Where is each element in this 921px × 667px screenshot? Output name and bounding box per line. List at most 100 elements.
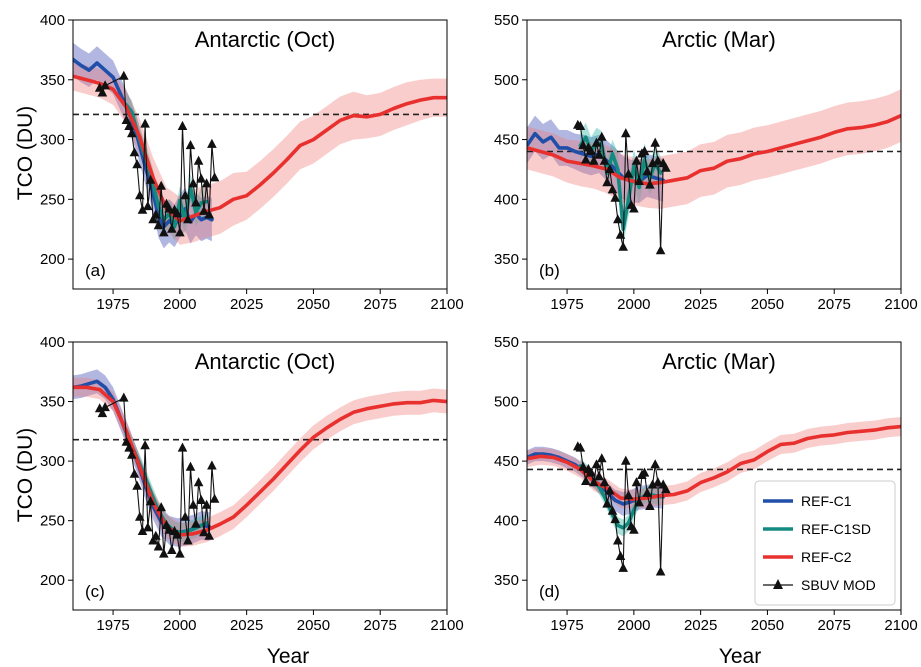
data-point-sbuv-mod bbox=[581, 475, 591, 485]
axes-frame bbox=[72, 19, 448, 290]
plot-area bbox=[73, 369, 447, 558]
data-point-sbuv-mod bbox=[124, 442, 134, 452]
data-point-sbuv-mod bbox=[594, 149, 604, 159]
data-point-sbuv-mod bbox=[605, 485, 615, 495]
data-point-sbuv-mod bbox=[132, 480, 142, 490]
y-tick-label: 550 bbox=[494, 334, 519, 351]
data-point-sbuv-mod bbox=[581, 154, 591, 164]
y-tick-label: 450 bbox=[494, 453, 519, 470]
data-point-sbuv-mod bbox=[159, 227, 169, 237]
data-point-sbuv-mod bbox=[153, 541, 164, 551]
data-point-sbuv-mod bbox=[621, 128, 631, 138]
x-tick-label: 2000 bbox=[617, 617, 650, 634]
data-point-sbuv-mod bbox=[589, 155, 599, 165]
data-point-sbuv-mod bbox=[143, 201, 153, 211]
x-tick-label: 2025 bbox=[230, 296, 263, 313]
series-line-ref-c2 bbox=[527, 113, 901, 186]
data-point-sbuv-mod bbox=[610, 514, 620, 524]
data-point-sbuv-mod bbox=[129, 147, 140, 157]
data-point-sbuv-mod bbox=[129, 468, 140, 478]
y-tick-label: 550 bbox=[494, 12, 519, 29]
data-point-sbuv-mod bbox=[177, 120, 188, 130]
x-axis-label-right: Year bbox=[719, 645, 761, 667]
y-tick-label: 400 bbox=[40, 12, 65, 29]
data-point-sbuv-mod bbox=[148, 214, 158, 224]
panel-c: 1975 2000 2025 2050 2075 2100 200 250 300 350 400 A… bbox=[40, 334, 464, 634]
x-tick-label: 2025 bbox=[230, 617, 263, 634]
data-point-sbuv-mod bbox=[193, 155, 204, 165]
data-point-sbuv-mod bbox=[591, 137, 602, 147]
x-tick-label: 2050 bbox=[751, 617, 784, 634]
x-tick-label: 1975 bbox=[550, 296, 583, 313]
data-point-sbuv-mod bbox=[100, 80, 110, 90]
panel-title: Arctic (Mar) bbox=[662, 349, 776, 374]
series-line-ref-c2 bbox=[527, 424, 901, 502]
y-axis-label-bottom: TCO (DU) bbox=[14, 428, 37, 522]
legend-box bbox=[754, 480, 896, 606]
data-point-sbuv-mod bbox=[172, 208, 182, 218]
data-point-sbuv-mod bbox=[639, 146, 650, 156]
data-point-sbuv-mod bbox=[653, 477, 663, 487]
data-point-sbuv-mod bbox=[204, 209, 214, 219]
y-tick-label: 450 bbox=[494, 132, 519, 149]
y-tick-label: 300 bbox=[40, 132, 65, 149]
band-ref-c2 bbox=[73, 61, 447, 245]
data-point-sbuv-mod bbox=[180, 511, 190, 521]
data-point-sbuv-mod bbox=[151, 530, 161, 540]
x-tick-label: 2100 bbox=[430, 296, 463, 313]
y-axis-label-top: TCO (DU) bbox=[14, 106, 37, 200]
data-point-sbuv-mod bbox=[177, 442, 188, 452]
data-point-sbuv-mod bbox=[597, 453, 607, 463]
series-line-ref-c2 bbox=[73, 74, 447, 223]
data-point-sbuv-mod bbox=[204, 530, 214, 540]
panel-letter: (a) bbox=[85, 261, 106, 280]
x-tick-label: 2075 bbox=[818, 617, 851, 634]
data-point-sbuv-mod bbox=[172, 529, 182, 539]
y-tick-label: 350 bbox=[494, 251, 519, 268]
legend-marker-triangle bbox=[773, 579, 783, 589]
panel-letter: (b) bbox=[539, 261, 560, 280]
y-tick-label: 300 bbox=[40, 453, 65, 470]
data-point-sbuv-mod bbox=[661, 162, 671, 172]
y-tick-label: 200 bbox=[40, 251, 65, 268]
data-point-sbuv-mod bbox=[613, 214, 623, 224]
data-point-sbuv-mod bbox=[661, 484, 671, 494]
data-point-sbuv-mod bbox=[151, 209, 161, 219]
data-point-sbuv-mod bbox=[97, 87, 108, 97]
y-tick-label: 400 bbox=[40, 334, 65, 351]
panel-title: Arctic (Mar) bbox=[662, 27, 776, 52]
data-point-sbuv-mod bbox=[207, 460, 217, 470]
y-tick-label: 400 bbox=[494, 513, 519, 530]
data-point-sbuv-mod bbox=[655, 245, 666, 255]
x-tick-label: 2100 bbox=[884, 296, 917, 313]
legend: REF-C1 REF-C1SD REF-C2 SBUV MOD bbox=[754, 480, 896, 606]
data-point-sbuv-mod bbox=[618, 562, 628, 572]
data-point-sbuv-mod bbox=[642, 487, 652, 497]
x-tick-label: 2000 bbox=[163, 617, 196, 634]
data-point-sbuv-mod bbox=[145, 174, 156, 184]
y-tick-label: 400 bbox=[494, 191, 519, 208]
x-tick-label: 2075 bbox=[818, 296, 851, 313]
axes-frame bbox=[526, 341, 902, 611]
data-point-sbuv-mod bbox=[188, 499, 198, 509]
data-point-sbuv-mod bbox=[135, 190, 145, 200]
data-point-sbuv-mod bbox=[639, 467, 650, 477]
x-tick-label: 2100 bbox=[430, 617, 463, 634]
panel-title: Antarctic (Oct) bbox=[195, 349, 336, 374]
data-point-sbuv-mod bbox=[591, 459, 602, 469]
data-point-sbuv-mod bbox=[127, 128, 137, 138]
x-tick-label: 1975 bbox=[550, 617, 583, 634]
data-point-sbuv-mod bbox=[137, 204, 148, 214]
data-point-sbuv-mod bbox=[209, 172, 220, 182]
legend-label: REF-C1 bbox=[801, 493, 852, 509]
data-point-sbuv-mod bbox=[119, 392, 129, 402]
x-tick-label: 2000 bbox=[617, 296, 650, 313]
y-tick-label: 350 bbox=[494, 572, 519, 589]
panel-b: 1975 2000 2025 2050 2075 2100 350 400 450 500 550 A… bbox=[494, 12, 918, 313]
data-point-sbuv-mod bbox=[631, 155, 642, 165]
x-tick-label: 2050 bbox=[297, 296, 330, 313]
data-point-sbuv-mod bbox=[629, 524, 639, 534]
data-point-sbuv-mod bbox=[578, 140, 588, 150]
data-point-sbuv-mod bbox=[137, 525, 148, 535]
x-tick-label: 2050 bbox=[751, 296, 784, 313]
